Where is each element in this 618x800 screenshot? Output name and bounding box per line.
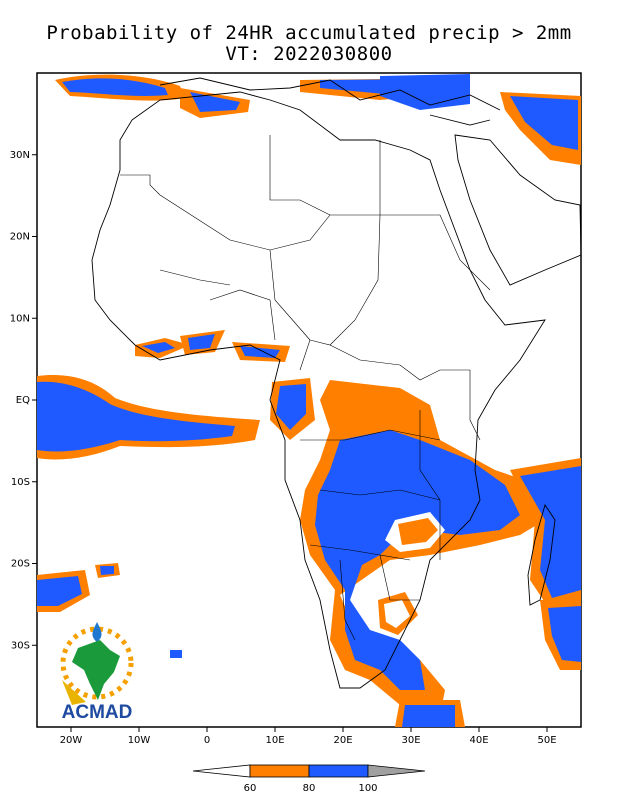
legend-band-60-80 [249, 764, 310, 778]
lon-tick-label: 20E [333, 735, 352, 746]
lon-tick-label: 40E [469, 735, 488, 746]
africa-sun-logo-icon [60, 622, 134, 705]
lon-tick-label: 10W [128, 735, 151, 746]
lat-tick-label: 30N [10, 150, 30, 161]
lat-tick-label: 20S [11, 559, 30, 570]
lat-tick-label: 10N [10, 313, 30, 324]
lat-tick-label: 30S [11, 640, 30, 651]
legend-label-80: 80 [303, 783, 316, 794]
legend-band-80-100 [308, 764, 369, 778]
lon-tick-label: 0 [204, 735, 210, 746]
lon-tick-label: 10E [265, 735, 284, 746]
longitude-axis: 20W 10W 0 10E 20E 30E 40E 50E [60, 727, 557, 746]
logo-text: ACMAD [62, 702, 133, 723]
coastlines [91, 77, 581, 689]
map-title-line2: VT: 2022030800 [225, 43, 393, 65]
lon-tick-label: 50E [537, 735, 556, 746]
legend-label-100: 100 [358, 783, 377, 794]
lat-tick-label: 20N [10, 232, 30, 243]
lon-tick-label: 20W [60, 735, 83, 746]
precip-probability-areas [37, 74, 581, 727]
country-borders [120, 135, 491, 641]
latitude-axis: 30N 20N 10N EQ 10S 20S 30S [10, 150, 37, 651]
legend-above-arrow [367, 764, 426, 778]
lat-tick-label: EQ [16, 395, 30, 406]
legend-label-60: 60 [244, 783, 257, 794]
legend-below-arrow [192, 764, 251, 778]
lon-tick-label: 30E [401, 735, 420, 746]
lat-tick-label: 10S [11, 477, 30, 488]
legend-colorbar: 60 80 100 [192, 764, 426, 794]
acmad-logo: ACMAD [60, 622, 134, 723]
map-title-line1: Probability of 24HR accumulated precip >… [46, 22, 572, 44]
